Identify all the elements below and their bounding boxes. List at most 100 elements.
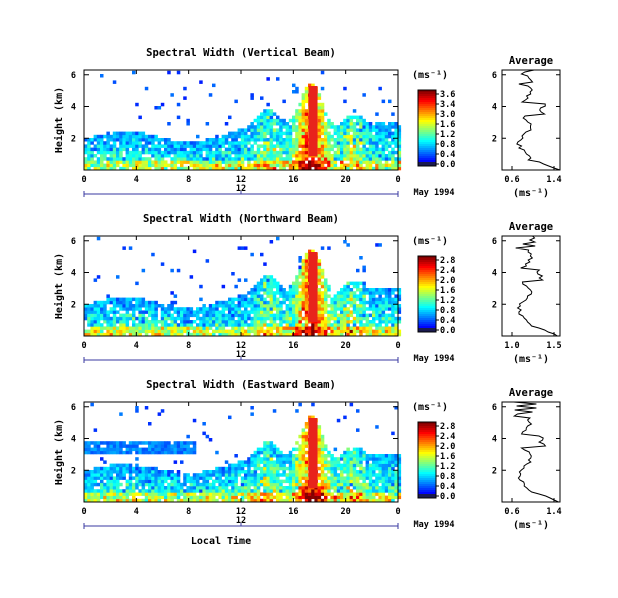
heatmap-cell <box>279 463 283 468</box>
heatmap-cell <box>173 150 178 155</box>
heatmap-cell <box>324 476 328 480</box>
heatmap-cell <box>356 329 360 334</box>
heatmap-cell <box>228 482 232 487</box>
heatmap-cell <box>368 463 373 468</box>
heatmap-cell <box>167 147 171 152</box>
heatmap-cell <box>282 466 286 471</box>
heatmap-cell <box>90 304 94 308</box>
heatmap-cell <box>244 489 248 493</box>
heatmap-cell <box>298 479 302 484</box>
heatmap-cell <box>304 131 309 136</box>
heatmap-cell <box>244 246 248 250</box>
heatmap-cell <box>327 294 331 298</box>
heatmap-cell <box>340 326 344 330</box>
heatmap-cell <box>266 486 270 490</box>
heatmap-cell <box>138 310 142 314</box>
heatmap-cell <box>84 482 88 487</box>
heatmap-cell <box>176 70 181 75</box>
heatmap-cell <box>288 144 293 148</box>
heatmap-cell <box>253 323 258 327</box>
heatmap-cell <box>381 138 386 142</box>
heatmap-cell <box>135 470 139 474</box>
colorbar-step <box>418 328 436 331</box>
heatmap-cell <box>343 479 347 484</box>
heatmap-cell <box>224 316 229 321</box>
heatmap-cell <box>394 326 398 330</box>
heatmap-cell <box>260 278 264 282</box>
heatmap-cell <box>263 118 267 123</box>
heatmap-cell <box>346 460 350 464</box>
heatmap-cell <box>327 316 331 321</box>
heatmap-cell <box>372 147 376 152</box>
heatmap-cell <box>138 307 142 311</box>
heatmap-cell <box>160 495 165 500</box>
colorbar-step <box>418 112 436 115</box>
heatmap-cell <box>138 470 142 474</box>
heatmap-cell <box>301 284 306 289</box>
heatmap-cell <box>263 316 267 321</box>
heatmap-cell <box>301 492 306 496</box>
heatmap-cell <box>205 160 210 164</box>
heatmap-cell <box>224 163 229 168</box>
heatmap-cell <box>266 125 270 129</box>
heatmap-cell <box>224 495 229 500</box>
heatmap-cell <box>183 479 187 484</box>
heatmap-cell <box>260 118 264 123</box>
heatmap-cell <box>96 495 101 500</box>
x-tick-label: 16 <box>288 341 298 351</box>
heatmap-cell <box>253 473 258 477</box>
heatmap-cell <box>352 125 357 129</box>
heatmap-cell <box>160 138 165 142</box>
heatmap-cell <box>359 316 363 321</box>
heatmap-cell <box>356 294 360 298</box>
heatmap-cell <box>352 316 357 321</box>
heatmap-cell <box>362 482 366 487</box>
heatmap-cell <box>349 492 354 496</box>
heatmap-cell <box>304 252 309 257</box>
heatmap-cell <box>381 144 386 148</box>
heatmap-cell <box>298 294 302 298</box>
heatmap-cell <box>327 304 331 308</box>
heatmap-cell <box>340 473 344 477</box>
heatmap-cell <box>125 323 130 327</box>
heatmap-cell <box>112 326 117 330</box>
heatmap-cell <box>375 323 379 327</box>
heatmap-cell <box>186 166 190 171</box>
heatmap-cell <box>295 154 299 158</box>
heatmap-cell <box>327 454 331 458</box>
heatmap-cell <box>224 489 229 493</box>
heatmap-cell <box>269 284 274 289</box>
heatmap-cell <box>298 134 302 139</box>
heatmap-cell <box>208 147 213 152</box>
heatmap-cell <box>292 288 296 292</box>
heatmap-cell <box>199 323 203 327</box>
heatmap-cell <box>144 163 149 168</box>
heatmap-cell <box>349 450 354 455</box>
heatmap-cell <box>388 329 392 334</box>
heatmap-cell <box>327 166 331 171</box>
heatmap-cell <box>336 329 341 334</box>
heatmap-cell <box>135 166 139 171</box>
heatmap-cell <box>250 473 254 477</box>
heatmap-cell <box>397 495 402 500</box>
heatmap-cell <box>119 495 123 500</box>
heatmap-cell <box>365 147 370 152</box>
heatmap-cell <box>208 313 213 318</box>
heatmap-cell <box>378 122 382 126</box>
heatmap-cell <box>218 154 222 158</box>
heatmap-cell <box>349 489 354 493</box>
colorbar-step <box>418 484 436 487</box>
heatmap-cell <box>301 131 306 136</box>
heatmap-cell <box>116 163 120 168</box>
heatmap-cell <box>260 288 264 292</box>
heatmap-cell <box>391 431 395 436</box>
heatmap-cell <box>119 476 123 480</box>
heatmap-cell <box>244 313 248 318</box>
heatmap-cell <box>282 297 286 302</box>
heatmap-cell <box>212 154 216 158</box>
heatmap-cell <box>301 454 306 458</box>
heatmap-cell <box>327 138 331 142</box>
heatmap-cell <box>279 166 283 171</box>
heatmap-cell <box>352 466 357 471</box>
heatmap-cell <box>340 316 344 321</box>
